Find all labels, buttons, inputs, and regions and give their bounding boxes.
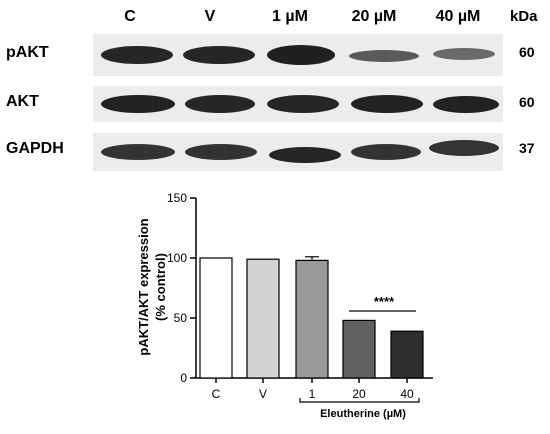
blot-strip-akt: [93, 86, 503, 122]
kda-header: kDa: [510, 8, 538, 25]
y-tick-label-150: 150: [167, 191, 187, 205]
kda-gapdh: 37: [519, 140, 535, 156]
band-pakt-20: [349, 50, 419, 62]
band-akt-20: [351, 95, 423, 113]
band-akt-1: [267, 95, 339, 113]
group-label: Eleutherine (µM): [320, 408, 406, 420]
x-tick-label-20: 20: [352, 387, 366, 401]
significance-label: ****: [374, 294, 395, 309]
band-gapdh-40: [429, 140, 499, 156]
band-pakt-v: [183, 46, 255, 64]
band-pakt-40: [433, 48, 495, 60]
y-tick-label-100: 100: [167, 251, 187, 265]
bar-20: [342, 319, 376, 379]
x-tick-label-1: 1: [309, 387, 316, 401]
band-akt-c: [101, 95, 175, 113]
row-label-gapdh: GAPDH: [6, 140, 64, 157]
bar-40: [390, 330, 424, 379]
bar-V: [246, 258, 280, 379]
band-pakt-1: [267, 45, 335, 65]
band-gapdh-v: [185, 144, 257, 160]
row-label-akt: AKT: [6, 93, 39, 110]
lane-label-40um: 40 µM: [435, 8, 481, 25]
x-tick-label-V: V: [259, 387, 267, 401]
band-akt-40: [433, 96, 499, 113]
bar-C: [199, 257, 233, 379]
band-gapdh-1: [269, 147, 341, 163]
y-axis-label-line2: (% control): [153, 253, 168, 321]
band-pakt-c: [101, 46, 173, 64]
y-tick-label-50: 50: [174, 311, 188, 325]
band-akt-v: [185, 95, 255, 113]
lane-label-c: C: [124, 8, 136, 25]
lane-label-v: V: [204, 8, 216, 25]
x-tick-label-C: C: [212, 387, 221, 401]
bar-1: [295, 259, 329, 379]
y-axis-label-line1: pAKT/AKT expression: [136, 218, 151, 355]
blot-strip-pakt: [93, 34, 503, 76]
group-bracket: [299, 398, 420, 403]
kda-pakt: 60: [519, 44, 535, 60]
lane-label-20um: 20 µM: [351, 8, 397, 25]
band-gapdh-20: [351, 144, 421, 160]
x-tick-label-40: 40: [400, 387, 414, 401]
blot-strip-gapdh: [93, 133, 503, 171]
kda-akt: 60: [519, 94, 535, 110]
lane-label-1um: 1 µM: [272, 8, 308, 25]
band-gapdh-c: [101, 144, 175, 160]
row-label-pakt: pAKT: [6, 44, 49, 61]
y-tick-label-0: 0: [180, 371, 187, 385]
